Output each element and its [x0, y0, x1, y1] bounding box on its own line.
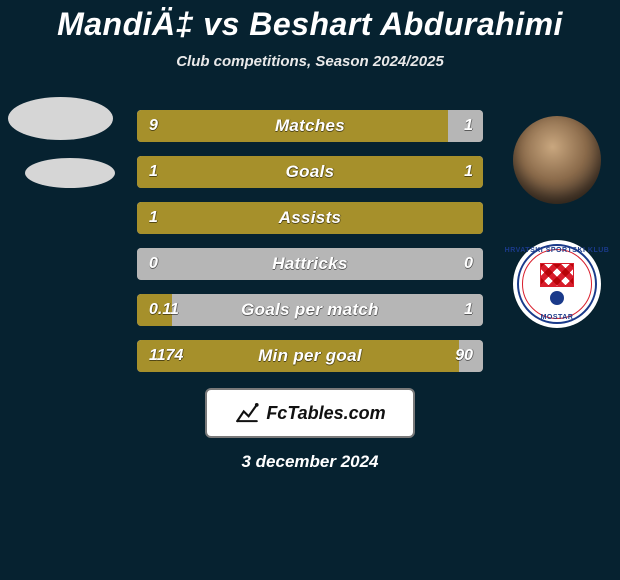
stat-seg-right [310, 156, 483, 188]
stat-label: Matches [275, 116, 345, 136]
source-logo-text: FcTables.com [266, 403, 385, 424]
stat-value-left: 1 [149, 163, 158, 181]
stat-row: 1174 90 Min per goal [137, 340, 483, 372]
infographic: MandiÄ‡ vs Beshart Abdurahimi Club compe… [0, 0, 620, 580]
page-title: MandiÄ‡ vs Beshart Abdurahimi [0, 0, 620, 43]
stat-label: Goals per match [241, 300, 379, 320]
club-badge-checker [540, 263, 574, 287]
stat-row: 9 1 Matches [137, 110, 483, 142]
stat-value-right: 90 [455, 347, 473, 365]
stat-label: Hattricks [272, 254, 347, 274]
stat-row: 0.11 1 Goals per match [137, 294, 483, 326]
club-badge-inner [527, 254, 587, 314]
source-logo: FcTables.com [205, 388, 415, 438]
stat-row: 0 0 Hattricks [137, 248, 483, 280]
club-badge-bottom-text: MOSTAR [541, 314, 574, 321]
stat-row: 1 Assists [137, 202, 483, 234]
stat-value-right: 1 [464, 163, 473, 181]
stat-label: Assists [279, 208, 342, 228]
stat-value-left: 0 [149, 255, 158, 273]
fctables-icon [234, 400, 260, 426]
subtitle: Club competitions, Season 2024/2025 [0, 53, 620, 70]
club-badge: HRVATSKI ŠPORTSKI KLUB MOSTAR [513, 240, 601, 328]
club-badge-top-text: HRVATSKI ŠPORTSKI KLUB [505, 247, 610, 254]
stat-value-left: 0.11 [149, 301, 179, 319]
stat-value-left: 9 [149, 117, 158, 135]
player-right-avatar [513, 116, 601, 204]
stat-value-right: 1 [464, 117, 473, 135]
date-text: 3 december 2024 [0, 452, 620, 472]
club-badge-ball-icon [550, 291, 564, 305]
stat-rows: 9 1 Matches 1 1 Goals 1 Assists 0 0 Hattricks 0.11 1… [137, 110, 483, 386]
player-left-club-placeholder [25, 158, 115, 188]
stat-value-left: 1 [149, 209, 158, 227]
player-left-avatar [8, 97, 113, 140]
stat-label: Min per goal [258, 346, 362, 366]
stat-value-right: 0 [464, 255, 473, 273]
stat-row: 1 1 Goals [137, 156, 483, 188]
stat-value-left: 1174 [149, 347, 183, 365]
stat-seg-left [137, 156, 310, 188]
content-area: HRVATSKI ŠPORTSKI KLUB MOSTAR 9 1 Matches 1… [0, 108, 620, 378]
stat-label: Goals [286, 162, 335, 182]
stat-value-right: 1 [464, 301, 473, 319]
